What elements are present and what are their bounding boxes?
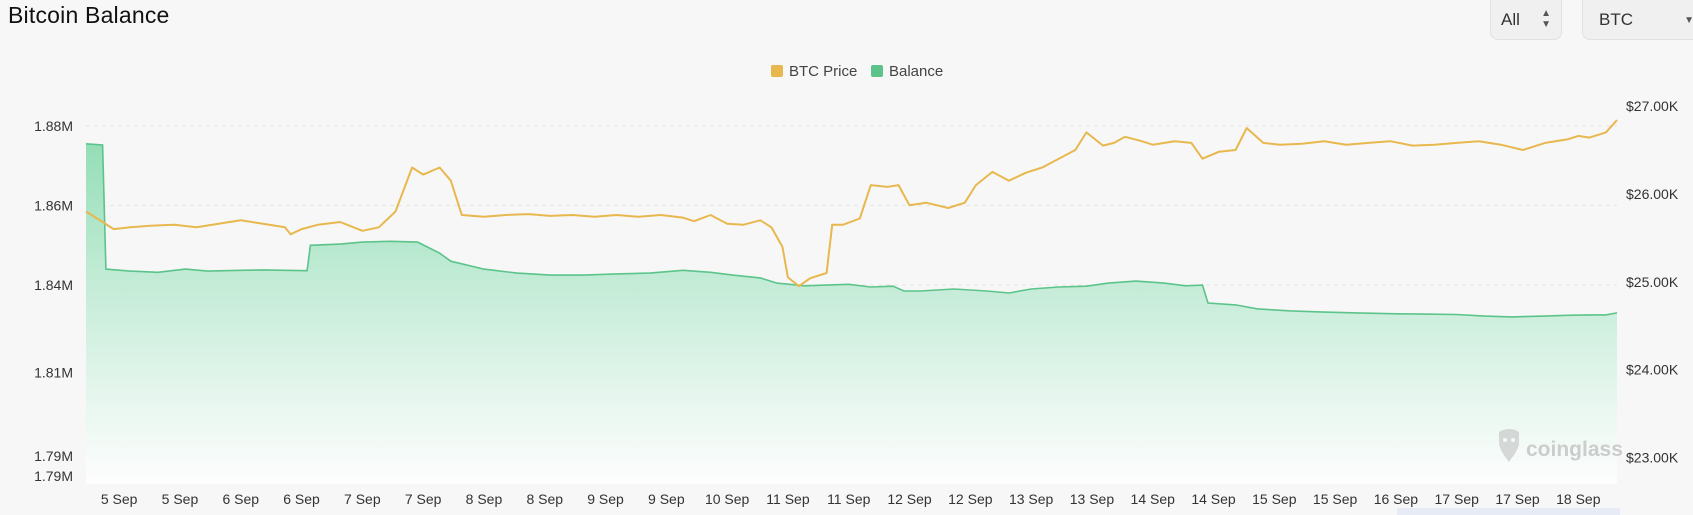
legend-item-balance[interactable]: Balance bbox=[871, 63, 943, 80]
right-axis-tick-label: $26.00K bbox=[1626, 186, 1679, 202]
page-title: Bitcoin Balance bbox=[8, 2, 170, 28]
x-axis-tick-label: 8 Sep bbox=[466, 491, 503, 507]
coinglass-logo-icon bbox=[1499, 429, 1519, 462]
balance-line bbox=[85, 143, 1618, 318]
x-axis-tick-label: 8 Sep bbox=[526, 491, 563, 507]
x-axis-tick-label: 17 Sep bbox=[1435, 491, 1480, 507]
right-axis-tick-label: $24.00K bbox=[1626, 362, 1679, 378]
x-axis-tick-label: 17 Sep bbox=[1495, 491, 1540, 507]
btc-price-line bbox=[85, 119, 1618, 288]
watermark: coinglass bbox=[1499, 429, 1623, 462]
x-axis-tick-label: 15 Sep bbox=[1313, 491, 1358, 507]
legend: BTC Price Balance bbox=[771, 63, 943, 80]
up-down-chevron-icon: ▲ ▼ bbox=[1541, 8, 1551, 30]
x-axis-tick-label: 13 Sep bbox=[1009, 491, 1054, 507]
right-axis-tick-label: $27.00K bbox=[1626, 98, 1679, 114]
chevron-down-icon: ▼ bbox=[1684, 15, 1693, 26]
x-axis-tick-label: 6 Sep bbox=[283, 491, 320, 507]
x-axis-tick-label: 15 Sep bbox=[1252, 491, 1297, 507]
x-axis-tick-label: 10 Sep bbox=[705, 491, 750, 507]
left-axis-tick-label: 1.86M bbox=[34, 197, 73, 213]
x-axis-tick-label: 16 Sep bbox=[1374, 491, 1419, 507]
range-select[interactable]: All ▲ ▼ bbox=[1490, 0, 1562, 40]
x-axis-tick-label: 12 Sep bbox=[948, 491, 993, 507]
left-axis-tick-label: 1.79M bbox=[34, 468, 73, 484]
balance-area bbox=[86, 143, 1617, 485]
unit-select[interactable]: BTC ▼ bbox=[1582, 0, 1693, 40]
x-axis-tick-label: 14 Sep bbox=[1191, 491, 1236, 507]
x-axis-tick-label: 5 Sep bbox=[101, 491, 138, 507]
price-line-layer bbox=[85, 119, 1618, 288]
x-axis-tick-label: 9 Sep bbox=[587, 491, 624, 507]
right-axis-tick-label: $23.00K bbox=[1626, 450, 1679, 466]
balance-area-layer bbox=[85, 143, 1618, 485]
x-axis-tick-label: 13 Sep bbox=[1070, 491, 1115, 507]
legend-item-btc-price[interactable]: BTC Price bbox=[771, 63, 857, 80]
left-axis-tick-label: 1.84M bbox=[34, 277, 73, 293]
axes: 1.88M 1.86M 1.84M 1.81M 1.79M 1.79M $27.00K $26… bbox=[34, 98, 1679, 507]
left-axis-tick-label: 1.88M bbox=[34, 118, 73, 134]
left-axis-tick-label: 1.81M bbox=[34, 365, 73, 381]
x-axis-tick-label: 7 Sep bbox=[405, 491, 442, 507]
x-axis-tick-label: 14 Sep bbox=[1131, 491, 1176, 507]
legend-swatch-btc-price bbox=[771, 65, 783, 77]
x-axis-tick-label: 5 Sep bbox=[162, 491, 199, 507]
range-select-value: All bbox=[1501, 9, 1520, 29]
x-axis-tick-label: 11 Sep bbox=[766, 491, 810, 507]
left-axis-tick-label: 1.79M bbox=[34, 448, 73, 464]
watermark-text: coinglass bbox=[1526, 438, 1623, 461]
x-axis-tick-label: 6 Sep bbox=[222, 491, 259, 507]
legend-label-balance: Balance bbox=[889, 63, 943, 80]
x-axis-tick-label: 9 Sep bbox=[648, 491, 685, 507]
x-axis-tick-label: 18 Sep bbox=[1556, 491, 1601, 507]
legend-swatch-balance bbox=[871, 65, 883, 77]
unit-select-value: BTC bbox=[1599, 9, 1633, 29]
right-axis-tick-label: $25.00K bbox=[1626, 274, 1679, 290]
x-axis-tick-label: 12 Sep bbox=[887, 491, 932, 507]
legend-label-btc-price: BTC Price bbox=[789, 63, 857, 80]
x-axis-tick-label: 7 Sep bbox=[344, 491, 381, 507]
x-axis-tick-label: 11 Sep bbox=[827, 491, 871, 507]
range-scrollbar-highlight[interactable] bbox=[1397, 508, 1620, 515]
